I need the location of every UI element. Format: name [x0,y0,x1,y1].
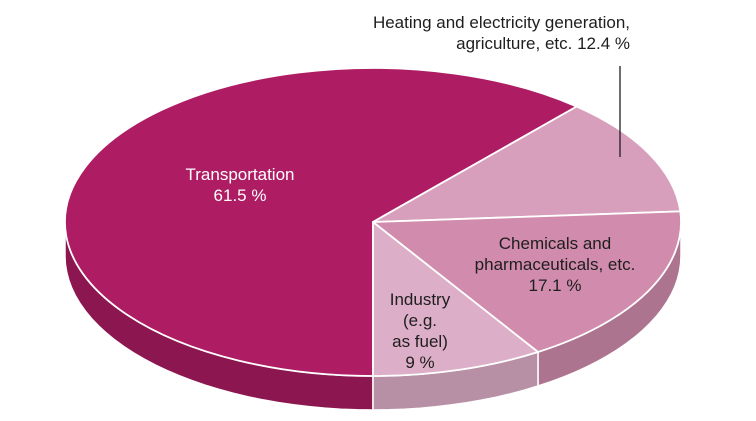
industry-label-line-3: as fuel) [392,332,448,351]
heating-label-line-1: Heating and electricity generation, [372,13,630,32]
industry-label-line-2: (e.g. [402,311,438,330]
slice-industry [372,221,539,377]
pie-slices [64,67,682,377]
industry-value: 9 % [405,353,435,372]
slice-heating [372,105,682,223]
slice-label-heating: Heating and electricity generation, agri… [373,12,630,54]
chemicals-label-line-2: pharmaceuticals, etc. [474,255,636,274]
slice-label-transportation: Transportation 61.5 % [150,164,330,206]
chemicals-label-line-1: Chemicals and [498,234,612,253]
chemicals-value: 17.1 % [528,276,582,295]
industry-label-line-1: Industry [389,290,451,309]
pie-3d-sides [64,221,682,411]
transportation-label: Transportation [185,165,295,184]
heating-label-line-2: agriculture, etc. 12.4 % [456,34,630,53]
slice-chemicals [372,210,682,353]
slice-transportation [64,67,578,377]
slice-label-chemicals: Chemicals and pharmaceuticals, etc. 17.1… [450,233,660,296]
slice-label-industry: Industry (e.g. as fuel) 9 % [365,289,475,373]
transportation-value: 61.5 % [213,186,267,205]
